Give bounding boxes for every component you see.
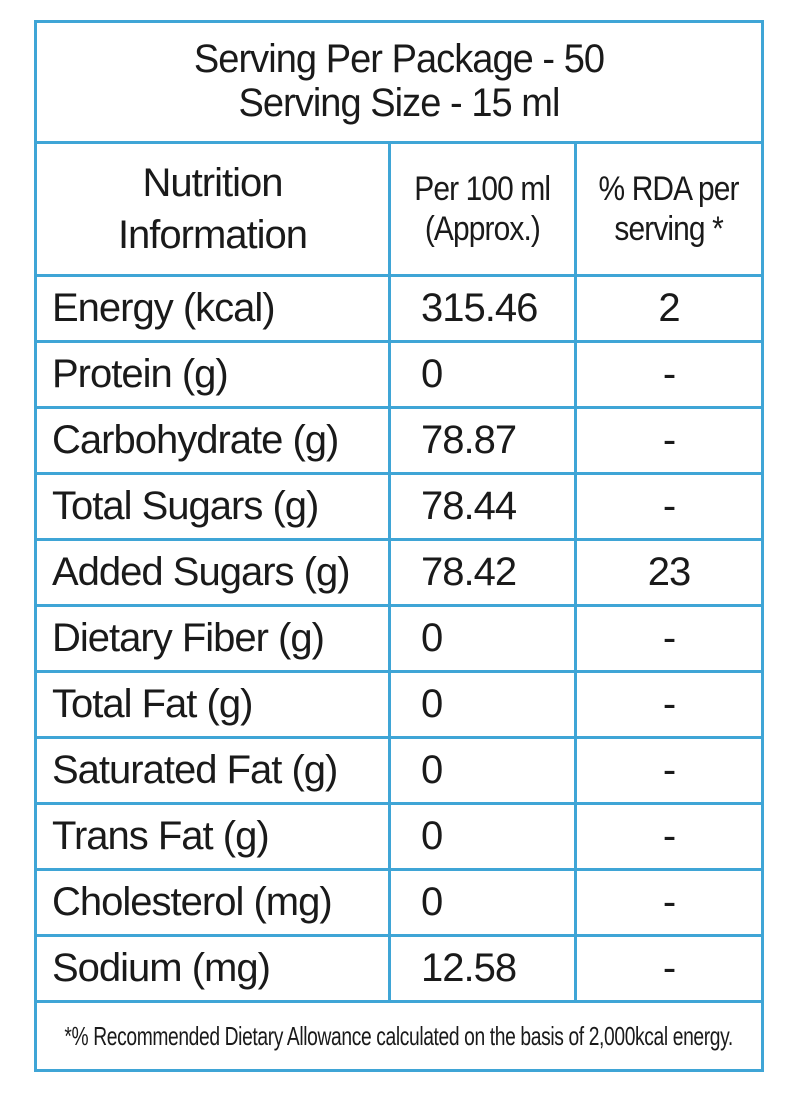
nutrient-name: Dietary Fiber (g): [37, 607, 391, 670]
rda-value: -: [662, 484, 676, 528]
footnote: *% Recommended Dietary Allowance calcula…: [64, 1020, 734, 1051]
table-row: Energy (kcal) 315.46 2: [37, 277, 761, 343]
nutrient-name: Total Sugars (g): [37, 475, 391, 538]
header-rda: % RDA per serving *: [598, 170, 740, 248]
table-row: Carbohydrate (g) 78.87 -: [37, 409, 761, 475]
table-row: Total Sugars (g) 78.44 -: [37, 475, 761, 541]
rda-value: -: [662, 616, 676, 660]
nutrient-name: Carbohydrate (g): [37, 409, 391, 472]
rda-value: -: [662, 880, 676, 924]
table-row: Protein (g) 0 -: [37, 343, 761, 409]
per-100ml-value: 0: [391, 871, 577, 934]
rda-value: 2: [658, 286, 680, 330]
nutrient-name: Added Sugars (g): [37, 541, 391, 604]
nutrient-name: Saturated Fat (g): [37, 739, 391, 802]
rda-value: -: [662, 682, 676, 726]
nutrient-name: Cholesterol (mg): [37, 871, 391, 934]
table-header: Nutrition Information Per 100 ml (Approx…: [37, 144, 761, 277]
header-nutrition-information: Nutrition Information: [37, 144, 391, 274]
nutrient-name: Protein (g): [37, 343, 391, 406]
nutrient-name: Trans Fat (g): [37, 805, 391, 868]
per-100ml-value: 0: [391, 739, 577, 802]
table-row: Saturated Fat (g) 0 -: [37, 739, 761, 805]
header-per-100ml: Per 100 ml (Approx.): [391, 144, 577, 274]
rda-value: 23: [647, 550, 692, 594]
serving-per-package: Serving Per Package - 50: [193, 37, 605, 81]
table-row: Added Sugars (g) 78.42 23: [37, 541, 761, 607]
per-100ml-value: 0: [391, 343, 577, 406]
serving-info: Serving Per Package - 50 Serving Size - …: [37, 23, 761, 144]
table-row: Trans Fat (g) 0 -: [37, 805, 761, 871]
nutrient-name: Sodium (mg): [37, 937, 391, 1000]
per-100ml-value: 315.46: [391, 277, 577, 340]
nutrient-rows: Energy (kcal) 315.46 2 Protein (g) 0- Carbohy…: [37, 277, 761, 1003]
per-100ml-value: 78.87: [391, 409, 577, 472]
rda-value: -: [662, 946, 676, 990]
rda-value: -: [662, 352, 676, 396]
serving-size: Serving Size - 15 ml: [238, 81, 560, 125]
rda-value: -: [662, 814, 676, 858]
table-row: Dietary Fiber (g) 0 -: [37, 607, 761, 673]
rda-value: -: [662, 418, 676, 462]
table-row: Cholesterol (mg) 0 -: [37, 871, 761, 937]
per-100ml-value: 12.58: [391, 937, 577, 1000]
per-100ml-value: 0: [391, 673, 577, 736]
table-row: Total Fat (g) 0 -: [37, 673, 761, 739]
nutrient-name: Total Fat (g): [37, 673, 391, 736]
per-100ml-value: 78.44: [391, 475, 577, 538]
nutrition-label: Serving Per Package - 50 Serving Size - …: [34, 20, 764, 1072]
rda-value: -: [662, 748, 676, 792]
per-100ml-value: 78.42: [391, 541, 577, 604]
per-100ml-value: 0: [391, 805, 577, 868]
table-row: Sodium (mg) 12.58 -: [37, 937, 761, 1003]
per-100ml-value: 0: [391, 607, 577, 670]
nutrient-name: Energy (kcal): [37, 277, 391, 340]
